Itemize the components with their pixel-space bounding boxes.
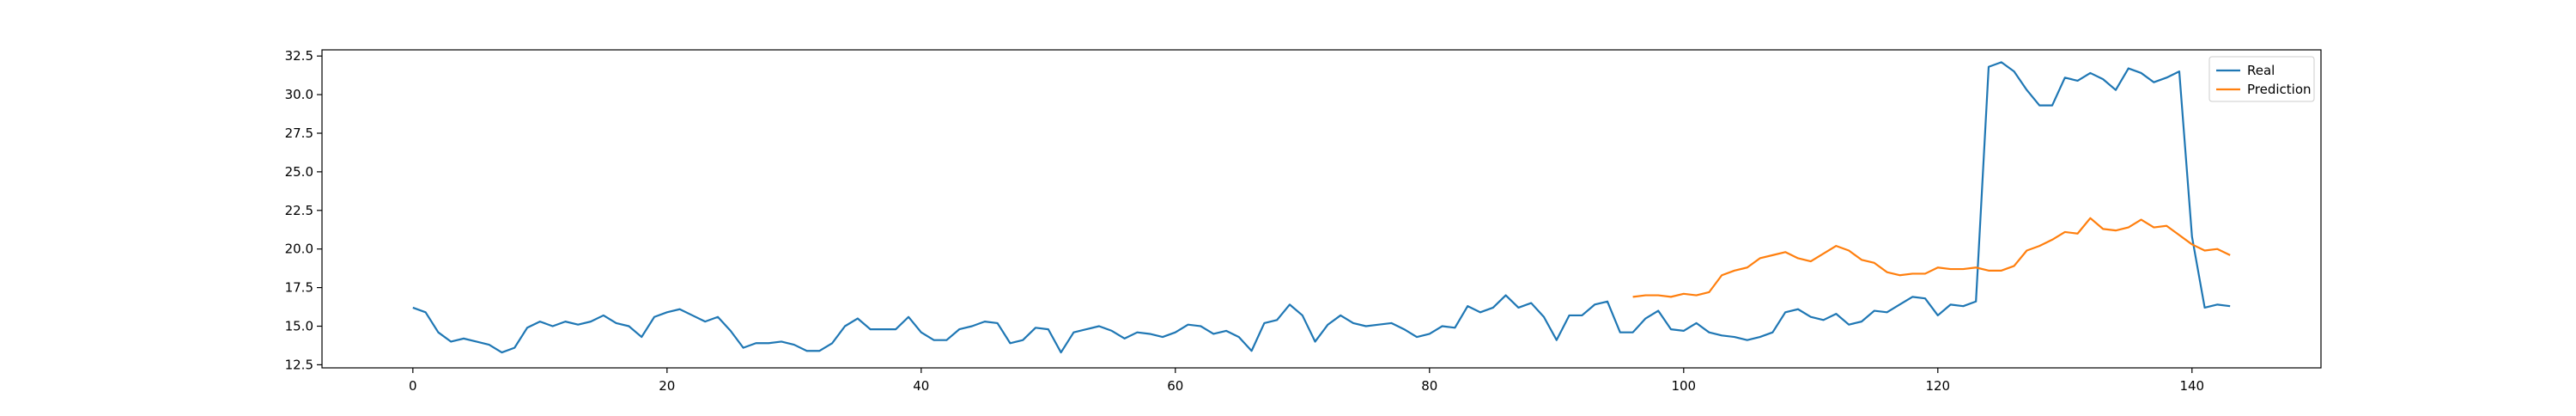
- legend: Real Prediction: [2208, 56, 2315, 102]
- y-tick-label: 27.5: [285, 125, 313, 141]
- series-line-prediction: [1632, 217, 2231, 298]
- y-tick-label: 20.0: [285, 242, 313, 257]
- y-tick-label: 15.0: [285, 319, 313, 334]
- plot-area-frame: [321, 49, 2322, 369]
- x-tick-label: 120: [1925, 378, 1950, 394]
- x-axis: 0 20 40 60 80 100 120 140: [409, 368, 2204, 394]
- x-tick-label: 140: [2179, 378, 2204, 394]
- x-tick-label: 100: [1671, 378, 1696, 394]
- x-tick-label: 40: [913, 378, 929, 394]
- y-tick-label: 12.5: [285, 357, 313, 372]
- x-tick-label: 60: [1167, 378, 1183, 394]
- x-tick-label: 0: [409, 378, 417, 394]
- legend-label-prediction: Prediction: [2247, 82, 2312, 97]
- y-tick-label: 30.0: [285, 87, 313, 102]
- y-tick-label: 25.0: [285, 164, 313, 180]
- y-axis: 12.5 15.0 17.5 20.0 22.5 25.0 27.5 30.0 32.5: [285, 48, 322, 372]
- legend-label-real: Real: [2247, 63, 2275, 78]
- series-line-real: [412, 61, 2231, 354]
- x-tick-label: 20: [659, 378, 675, 394]
- x-tick-label: 80: [1421, 378, 1437, 394]
- y-tick-label: 32.5: [285, 48, 313, 64]
- y-tick-label: 17.5: [285, 280, 313, 296]
- y-tick-label: 22.5: [285, 203, 313, 218]
